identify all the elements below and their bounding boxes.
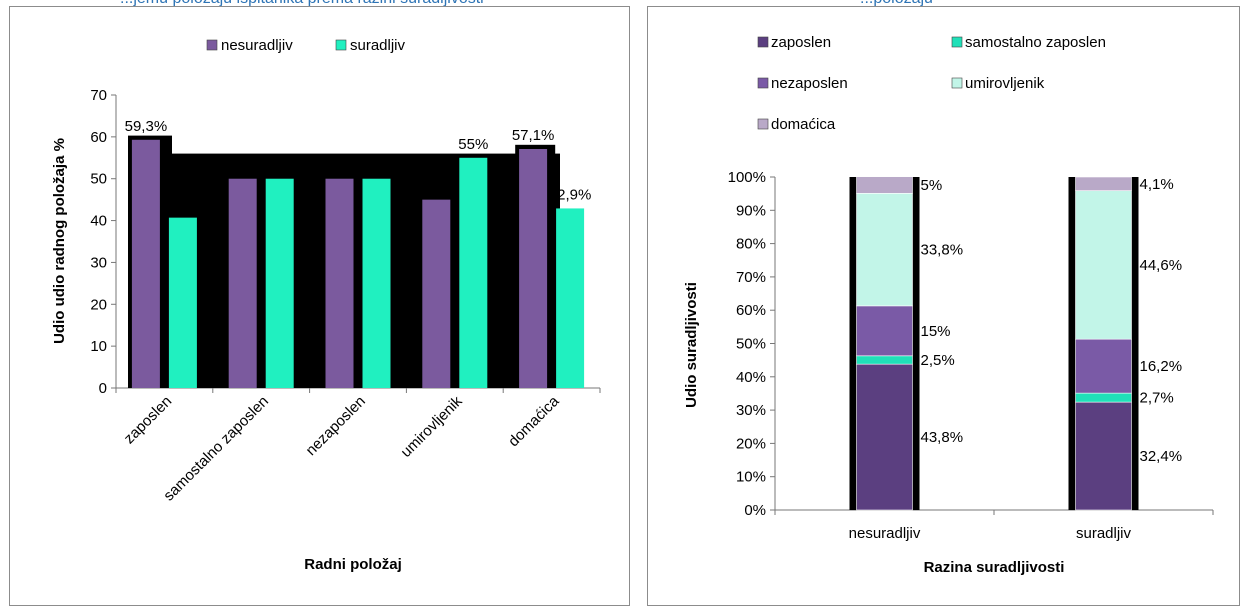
- segment-nezaposlen-suradljiv: [1075, 338, 1132, 394]
- data-label-nesuradljiv-domacica: 57,1%: [512, 127, 555, 144]
- data-label-domacica-nesuradljiv: 5%: [921, 177, 943, 194]
- right-caption: ...položaju: [860, 0, 933, 10]
- legend-swatch-umirovljenik: [951, 77, 963, 89]
- y-tick-label: 20%: [736, 435, 766, 452]
- data-label-zaposlen-nesuradljiv: 43,8%: [921, 429, 964, 446]
- legend-swatch-zaposlen: [757, 36, 769, 48]
- legend-label-domacica: domaćica: [771, 116, 836, 133]
- data-label-suradljiv-umirovljenik: 55%: [458, 136, 488, 153]
- segment-domacica-suradljiv: [1075, 176, 1132, 191]
- data-label-nesuradljiv-samostalno-zaposlen: 50%: [228, 157, 258, 174]
- data-label-samostalno-zaposlen-nesuradljiv: 2,5%: [921, 352, 955, 369]
- y-tick-label: 100%: [728, 169, 766, 186]
- x-tick-label: samostalno zaposlen: [160, 393, 272, 505]
- segment-zaposlen-nesuradljiv: [856, 363, 913, 511]
- legend-swatch-domacica: [757, 118, 769, 130]
- bar-nesuradljiv-umirovljenik: [422, 199, 451, 388]
- y-tick-label: 70%: [736, 269, 766, 286]
- right-chart-panel: zaposlen samostalno zaposlen nezaposlen umi…: [647, 6, 1240, 606]
- segment-samostalno-zaposlen-suradljiv: [1075, 392, 1132, 403]
- left-chart: nesuradljiv suradljiv 0 10 20 30 40 50 60 70 59,3%…: [51, 37, 601, 573]
- legend-label-zaposlen: zaposlen: [771, 34, 831, 51]
- segment-zaposlen-suradljiv: [1075, 401, 1132, 511]
- y-tick-label: 70: [90, 87, 107, 104]
- legend-swatch-nezaposlen: [757, 77, 769, 89]
- bar-nesuradljiv-samostalno-zaposlen: [228, 178, 257, 388]
- data-label-umirovljenik-nesuradljiv: 33,8%: [921, 242, 964, 259]
- data-label-samostalno-zaposlen-suradljiv: 2,7%: [1140, 390, 1174, 407]
- data-label-nesuradljiv-nezaposlen: 50%: [324, 157, 354, 174]
- y-axis-title: Udio suradljivosti: [683, 282, 700, 408]
- bar-suradljiv-domacica: [556, 208, 585, 388]
- x-tick-label: zaposlen: [121, 393, 175, 447]
- y-tick-label: 0%: [744, 502, 766, 519]
- y-tick-label: 20: [90, 296, 107, 313]
- data-label-suradljiv-samostalno-zaposlen: 50%: [265, 157, 295, 174]
- data-label-nezaposlen-nesuradljiv: 15%: [921, 323, 951, 340]
- x-tick-label: umirovljenik: [398, 392, 466, 460]
- legend-label-suradljiv: suradljiv: [350, 37, 406, 54]
- data-label-suradljiv-nezaposlen: 50%: [361, 157, 391, 174]
- legend-swatch-nesuradljiv: [206, 39, 218, 51]
- x-tick-label: nesuradljiv: [849, 525, 921, 542]
- legend-label-nezaposlen: nezaposlen: [771, 75, 848, 92]
- x-axis-title: Radni položaj: [304, 556, 402, 573]
- legend-swatch-samostalno-zaposlen: [951, 36, 963, 48]
- y-tick-label: 0: [99, 380, 107, 397]
- y-tick-label: 60: [90, 129, 107, 146]
- y-tick-label: 30: [90, 254, 107, 271]
- bar-suradljiv-umirovljenik: [459, 157, 488, 388]
- left-caption: ...jemu položaju ispitanika prema razini…: [120, 0, 484, 10]
- data-label-nesuradljiv-zaposlen: 59,3%: [125, 118, 168, 135]
- y-tick-label: 30%: [736, 402, 766, 419]
- y-tick-label: 90%: [736, 202, 766, 219]
- data-label-suradljiv-domacica: 42,9%: [549, 186, 592, 203]
- y-tick-label: 50: [90, 171, 107, 188]
- segment-samostalno-zaposlen-nesuradljiv: [856, 355, 913, 365]
- y-tick-label: 10%: [736, 469, 766, 486]
- left-chart-panel: nesuradljiv suradljiv 0 10 20 30 40 50 60 70 59,3%…: [9, 6, 630, 606]
- bar-suradljiv-samostalno-zaposlen: [265, 178, 294, 388]
- x-tick-label: suradljiv: [1076, 525, 1132, 542]
- legend-label-samostalno-zaposlen: samostalno zaposlen: [965, 34, 1106, 51]
- segment-domacica-nesuradljiv: [856, 176, 913, 194]
- legend-label-umirovljenik: umirovljenik: [965, 75, 1045, 92]
- y-axis-title: Udio udio radnog položaja %: [51, 138, 68, 344]
- y-tick-label: 40%: [736, 369, 766, 386]
- segment-umirovljenik-nesuradljiv: [856, 193, 913, 307]
- segment-nezaposlen-nesuradljiv: [856, 305, 913, 357]
- y-tick-label: 60%: [736, 302, 766, 319]
- data-label-umirovljenik-suradljiv: 44,6%: [1140, 257, 1183, 274]
- segment-umirovljenik-suradljiv: [1075, 190, 1132, 340]
- bar-nesuradljiv-nezaposlen: [325, 178, 354, 388]
- data-label-nezaposlen-suradljiv: 16,2%: [1140, 358, 1183, 375]
- right-chart: zaposlen samostalno zaposlen nezaposlen umi…: [683, 34, 1214, 576]
- x-tick-label: nezaposlen: [303, 393, 369, 459]
- bar-nesuradljiv-zaposlen: [131, 139, 160, 388]
- bar-suradljiv-nezaposlen: [362, 178, 391, 388]
- legend-label-nesuradljiv: nesuradljiv: [221, 37, 293, 54]
- legend-swatch-suradljiv: [335, 39, 347, 51]
- data-label-domacica-suradljiv: 4,1%: [1140, 176, 1174, 193]
- data-label-zaposlen-suradljiv: 32,4%: [1140, 448, 1183, 465]
- y-tick-label: 40: [90, 213, 107, 230]
- y-tick-label: 50%: [736, 336, 766, 353]
- y-tick-label: 80%: [736, 236, 766, 253]
- bar-nesuradljiv-domacica: [519, 148, 548, 388]
- bar-suradljiv-zaposlen: [168, 217, 197, 388]
- y-tick-label: 10: [90, 338, 107, 355]
- x-axis-title: Razina suradljivosti: [924, 559, 1065, 576]
- x-tick-label: domaćica: [505, 392, 563, 450]
